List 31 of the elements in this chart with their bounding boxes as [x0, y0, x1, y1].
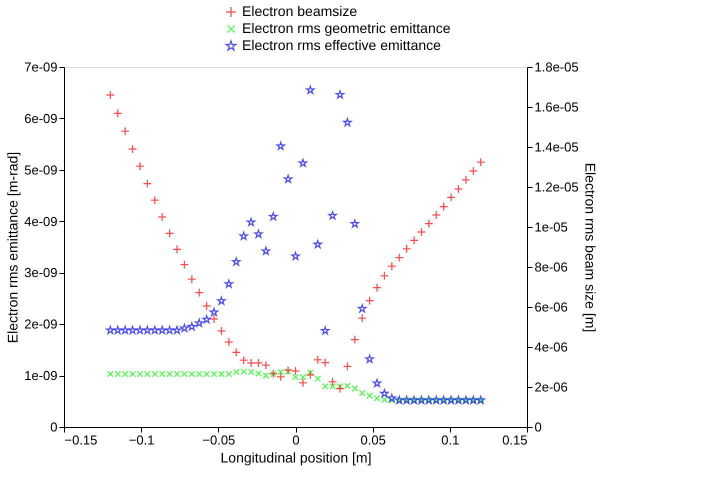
y2-tick-label: 1e-05 — [534, 220, 568, 234]
y2-tick-label: 6e-06 — [534, 300, 568, 314]
y2-tick-label: 1.2e-05 — [534, 180, 579, 194]
x-tick-label: −0.1 — [128, 432, 155, 448]
x-tick-label: −0.05 — [202, 432, 236, 448]
y2-tick-label: 0 — [534, 420, 542, 434]
y-tick-label: 7e-09 — [24, 60, 58, 74]
y2-tick-label: 1.8e-05 — [534, 60, 579, 74]
y-tick-label: 6e-09 — [24, 110, 58, 126]
y2-tick-label: 1.6e-05 — [534, 100, 579, 114]
y2-tick-label: 4e-06 — [534, 340, 568, 354]
x-axis-title: Longitudinal position [m] — [220, 450, 372, 466]
x-tick-label: 0.05 — [360, 432, 386, 448]
y2-tick-label: 1.4e-05 — [534, 140, 579, 154]
y-tick-label: 5e-09 — [24, 162, 58, 178]
y-tick-label: 3e-09 — [24, 265, 58, 280]
y-tick-label: 0 — [50, 420, 58, 434]
x-tick-label: 0.1 — [441, 432, 460, 448]
y-tick-label: 2e-09 — [24, 316, 58, 332]
legend-label: Electron rms effective emittance — [242, 37, 442, 53]
y-axis-title: Electron rms emittance [m-rad] — [4, 152, 20, 344]
legend-label: Electron rms geometric emittance — [242, 20, 451, 36]
x-tick-label: 0.15 — [502, 432, 528, 448]
y2-tick-label: 8e-06 — [534, 260, 568, 274]
x-tick-label: 0 — [292, 432, 300, 448]
y-tick-label: 4e-09 — [24, 214, 58, 229]
y2-tick-label: 2e-06 — [534, 380, 568, 394]
y-tick-label: 1e-09 — [24, 368, 58, 384]
legend-label: Electron beamsize — [242, 3, 358, 19]
x-tick-label: −0.15 — [64, 432, 98, 448]
y2-axis-title: Electron rms beam size [m] — [582, 162, 599, 332]
